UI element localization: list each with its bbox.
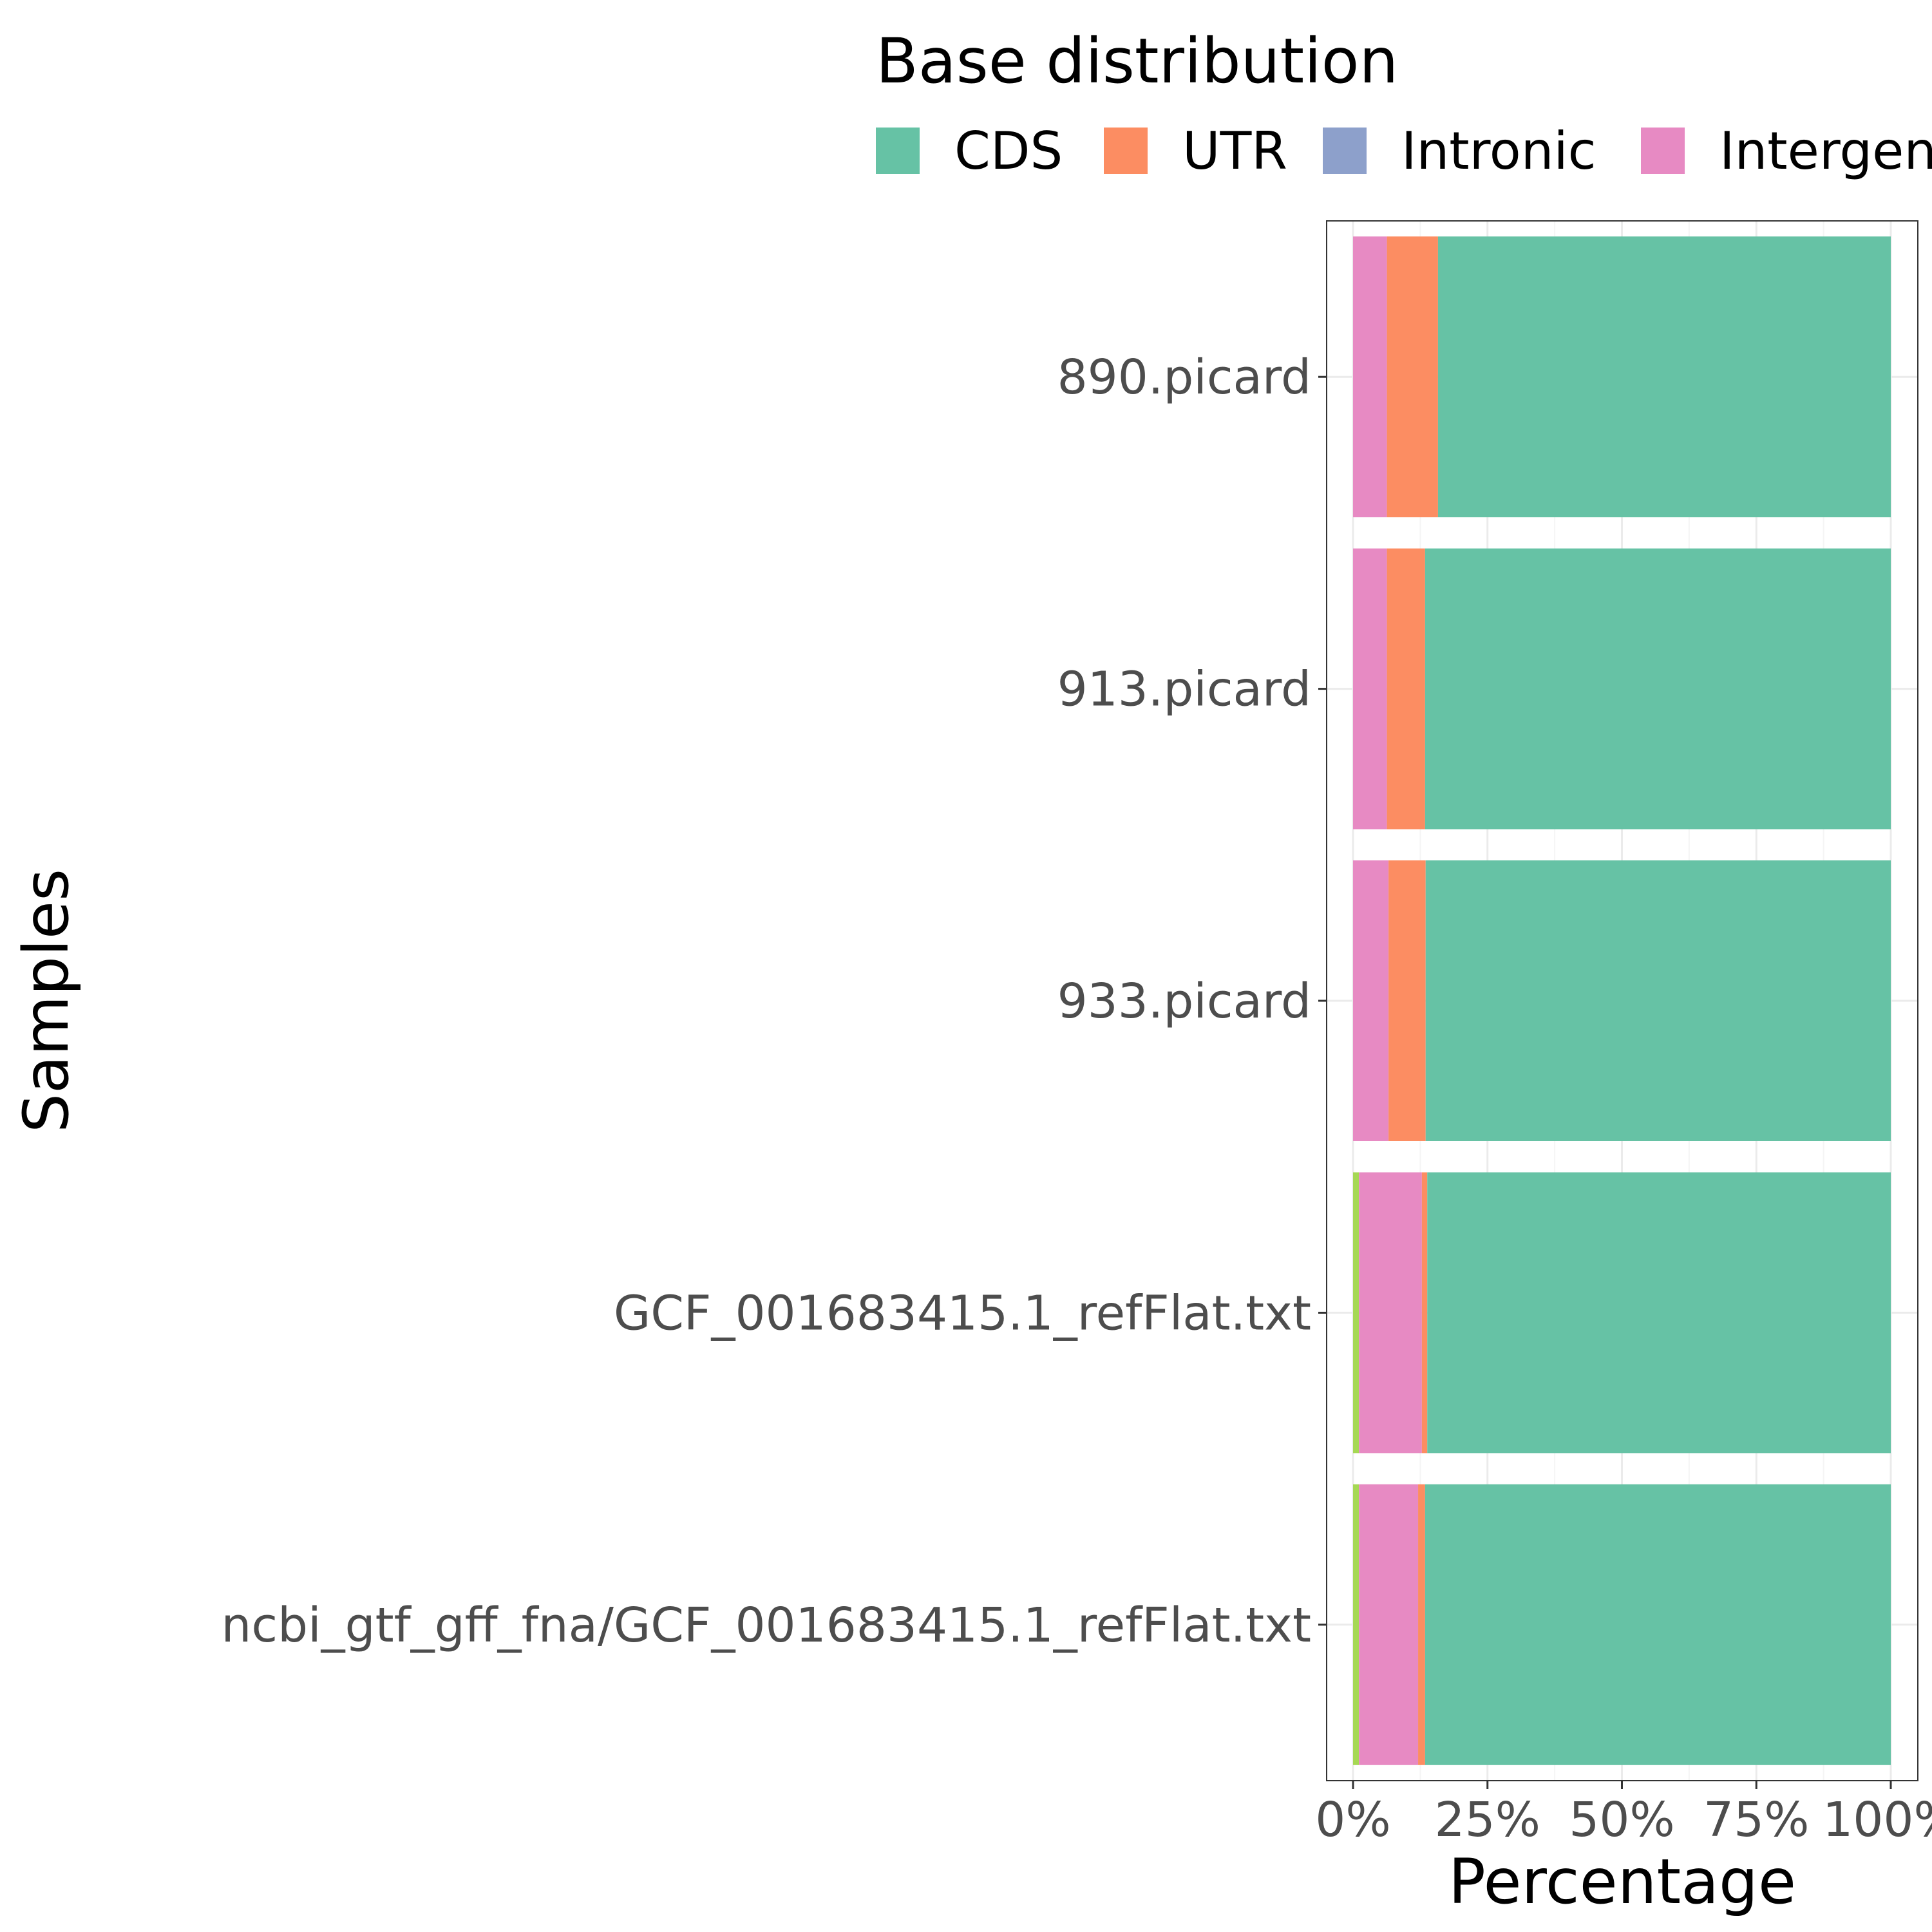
y-tick-label: 890.picard [1057, 350, 1311, 405]
x-tick-label: 100% [1823, 1792, 1932, 1848]
bar-segment-other [1353, 1172, 1359, 1454]
bar-layer [1353, 236, 1891, 1765]
legend: CDS UTR Intronic Intergen [876, 121, 1932, 181]
x-axis: 0% 25% 50% 75%100% [1315, 1781, 1932, 1848]
bar-segment-other [1353, 1484, 1359, 1765]
x-tick-label: 75% [1703, 1792, 1809, 1848]
legend-label-utr: UTR [1182, 121, 1287, 181]
legend-label-cds: CDS [954, 121, 1063, 181]
y-axis-title: Samples [10, 869, 82, 1133]
y-tick-label: 913.picard [1057, 662, 1311, 717]
bar-segment-utr [1421, 1172, 1428, 1454]
bar-segment-cds [1427, 1172, 1891, 1454]
x-tick-label: 0% [1315, 1792, 1390, 1848]
bar-segment-intergenic [1353, 860, 1389, 1141]
bar-segment-utr [1387, 236, 1438, 518]
bar-segment-cds [1425, 860, 1891, 1141]
legend-swatch-utr [1104, 128, 1148, 174]
bar-segment-cds [1425, 1484, 1891, 1765]
y-tick-label: 933.picard [1057, 974, 1311, 1029]
bar-segment-intergenic [1359, 1484, 1419, 1765]
bar-segment-intergenic [1353, 548, 1387, 829]
bar-segment-utr [1388, 860, 1426, 1141]
x-tick-label: 25% [1435, 1792, 1540, 1848]
legend-label-intergenic: Intergen [1719, 121, 1932, 181]
legend-title: Base distribution [876, 25, 1398, 97]
bar-segment-utr [1387, 548, 1425, 829]
y-tick-label: GCF_001683415.1_refFlat.txt [614, 1285, 1311, 1341]
bar-segment-utr [1418, 1484, 1425, 1765]
legend-swatch-intronic [1323, 128, 1367, 174]
legend-swatch-cds [876, 128, 920, 174]
x-axis-title: Percentage [1448, 1846, 1796, 1918]
y-tick-label: ncbi_gtf_gff_fna/GCF_001683415.1_refFlat… [222, 1598, 1311, 1653]
bar-segment-intergenic [1353, 236, 1387, 518]
y-axis: 890.picard 913.picard 933.picard GCF_001683… [222, 350, 1327, 1653]
x-tick-label: 50% [1569, 1792, 1674, 1848]
legend-label-intronic: Intronic [1401, 121, 1596, 181]
bar-segment-cds [1437, 236, 1891, 518]
bar-segment-cds [1425, 548, 1891, 829]
bar-segment-intergenic [1359, 1172, 1422, 1454]
legend-swatch-intergenic [1641, 128, 1685, 174]
